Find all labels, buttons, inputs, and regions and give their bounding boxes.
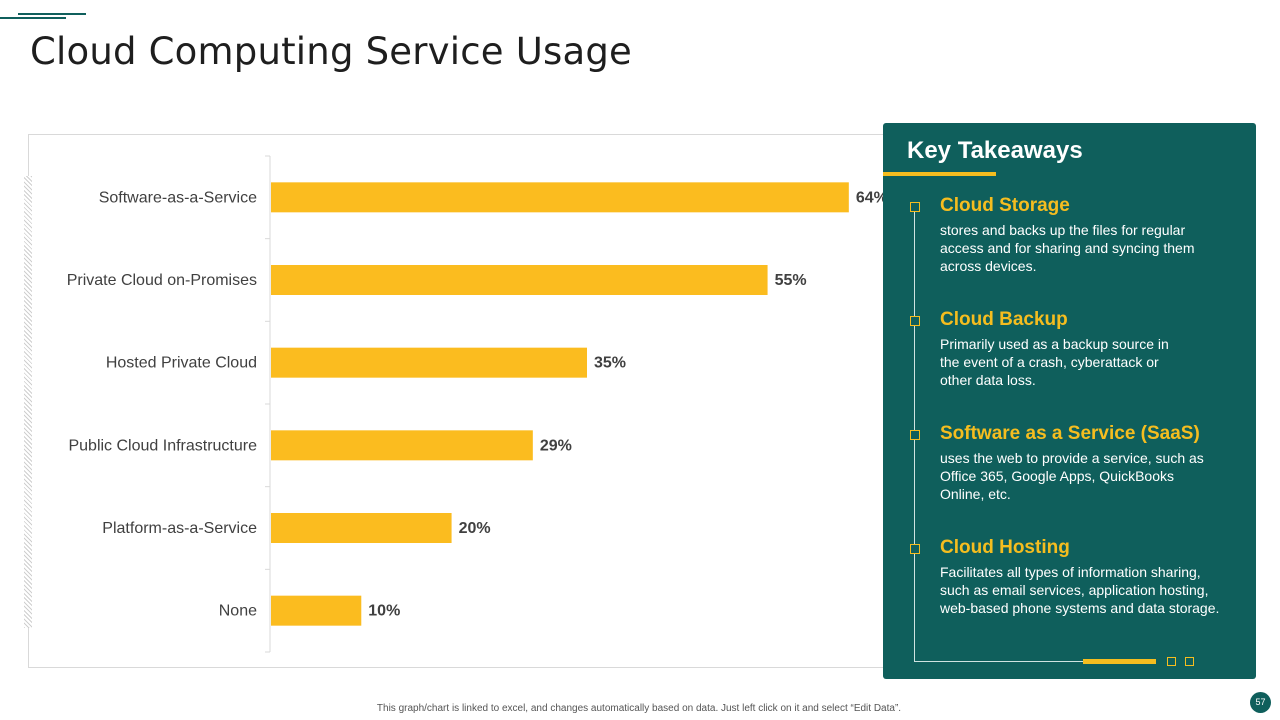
takeaway-heading: Cloud Backup <box>940 309 1068 330</box>
header-accent-line-secondary <box>0 17 66 19</box>
bullet-square-icon <box>910 316 920 326</box>
takeaway-item: Software as a Service (SaaS) uses the we… <box>940 423 1230 503</box>
data-label: 35% <box>594 355 626 372</box>
decorative-bar <box>1083 659 1156 664</box>
bar[interactable] <box>271 595 362 626</box>
chart-frame[interactable] <box>28 134 896 668</box>
data-label: 55% <box>775 272 807 289</box>
bar[interactable] <box>271 182 849 213</box>
data-label: 10% <box>368 603 400 620</box>
category-label: Private Cloud on-Promises <box>67 272 257 289</box>
category-label: Public Cloud Infrastructure <box>68 437 257 454</box>
page-title: Cloud Computing Service Usage <box>30 30 632 73</box>
takeaway-body: Facilitates all types of information sha… <box>940 564 1220 616</box>
footer-note-text: This graph/chart is linked to excel, and… <box>376 703 902 714</box>
takeaway-body: uses the web to provide a service, such … <box>940 450 1204 502</box>
takeaway-heading: Software as a Service (SaaS) <box>940 423 1200 444</box>
decorative-square-icon <box>1167 657 1176 666</box>
bar[interactable] <box>271 265 768 295</box>
takeaway-item: Cloud Backup Primarily used as a backup … <box>940 309 1230 389</box>
bullet-square-icon <box>910 430 920 440</box>
data-label: 20% <box>459 520 491 537</box>
bar[interactable] <box>271 430 533 461</box>
takeaway-heading: Cloud Hosting <box>940 537 1070 558</box>
takeaway-item: Cloud Hosting Facilitates all types of i… <box>940 537 1230 617</box>
category-label: None <box>219 603 257 620</box>
data-label: 64% <box>856 189 888 206</box>
bar[interactable] <box>271 347 587 378</box>
bar[interactable] <box>271 513 452 543</box>
key-takeaways-panel: Key Takeaways Cloud Storage stores and b… <box>883 123 1256 679</box>
category-label: Hosted Private Cloud <box>106 355 257 372</box>
bullet-square-icon <box>910 544 920 554</box>
footer-note: This graph/chart is linked to excel, and… <box>0 703 1280 714</box>
timeline-base-line <box>914 661 1084 662</box>
takeaway-item: Cloud Storage stores and backs up the fi… <box>940 195 1230 275</box>
takeaway-body: stores and backs up the files for regula… <box>940 222 1195 274</box>
data-label: 29% <box>540 437 572 454</box>
bullet-square-icon <box>910 202 920 212</box>
bar-chart[interactable]: Software-as-a-Service 64% Private Cloud on… <box>28 134 896 668</box>
category-label: Platform-as-a-Service <box>102 520 257 537</box>
chart-selection-handle <box>24 176 32 628</box>
page-number-badge: 57 <box>1250 692 1271 713</box>
category-label: Software-as-a-Service <box>99 189 257 206</box>
decorative-square-icon <box>1185 657 1194 666</box>
key-takeaways-underline <box>883 172 996 176</box>
key-takeaways-title: Key Takeaways <box>907 137 1083 164</box>
takeaway-heading: Cloud Storage <box>940 195 1070 216</box>
header-accent-line <box>18 13 86 15</box>
takeaway-body: Primarily used as a backup source in the… <box>940 336 1169 388</box>
